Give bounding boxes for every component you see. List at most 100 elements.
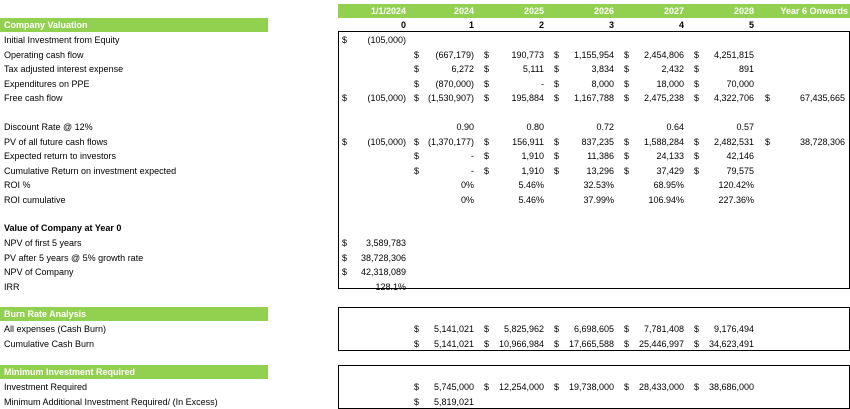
row-label: IRR	[4, 281, 20, 292]
table-cell-value: 38,728,306	[360, 252, 406, 263]
currency-symbol: $	[694, 151, 700, 161]
table-cell-value: 25,446,997	[638, 338, 684, 349]
date-header-cell: 2027	[663, 6, 684, 16]
row-label: Discount Rate @ 12%	[4, 122, 93, 132]
currency-symbol: $	[342, 238, 348, 248]
currency-symbol: $	[414, 382, 420, 392]
currency-symbol: $	[624, 93, 630, 103]
currency-symbol: $	[414, 49, 420, 60]
table-cell-value: 2,482,531	[713, 136, 754, 147]
currency-symbol: $	[624, 49, 630, 60]
currency-symbol: $	[694, 338, 700, 349]
period-header-cell: 4	[678, 20, 684, 30]
date-header-cell: 1/1/2024	[370, 6, 406, 16]
currency-symbol: $	[624, 78, 630, 89]
table-cell-value: (870,000)	[435, 78, 474, 89]
row-label: Cumulative Return on investment expected	[4, 165, 177, 176]
row-label: ROI cumulative	[4, 194, 66, 205]
currency-symbol: $	[554, 338, 560, 349]
row-label: Cumulative Cash Burn	[4, 338, 95, 349]
currency-symbol: $	[624, 338, 630, 349]
currency-symbol: $	[484, 93, 490, 103]
table-cell-value: 1,588,284	[643, 136, 684, 147]
currency-symbol: $	[414, 93, 420, 103]
table-cell-value: 42,318,089	[360, 267, 406, 277]
table-cell-value: 13,296	[586, 165, 614, 176]
row-label: PV after 5 years @ 5% growth rate	[4, 252, 144, 263]
row-label: NPV of first 5 years	[4, 238, 82, 248]
row-label: Free cash flow	[4, 93, 63, 103]
currency-symbol: $	[484, 64, 490, 74]
currency-symbol: $	[624, 324, 630, 334]
table-cell-value: 4,251,815	[713, 49, 754, 60]
table-cell-value: 79,575	[726, 165, 754, 176]
table-cell-value: 24,133	[656, 151, 684, 161]
currency-symbol: $	[414, 151, 420, 161]
currency-symbol: $	[484, 165, 490, 176]
currency-symbol: $	[484, 338, 490, 349]
row-label: Operating cash flow	[4, 49, 84, 60]
table-cell-value: 2,475,238	[643, 93, 684, 103]
table-cell-value: 891	[738, 64, 754, 74]
table-cell-value: -	[471, 151, 474, 161]
table-cell-value: 0.80	[526, 122, 544, 132]
table-cell-value: 3,589,783	[365, 238, 406, 248]
table-cell-value: 190,773	[511, 49, 544, 60]
row-label: NPV of Company	[4, 267, 74, 277]
table-cell-value: 6,698,605	[573, 324, 614, 334]
table-cell-value: 195,884	[511, 93, 544, 103]
currency-symbol: $	[554, 136, 560, 147]
currency-symbol: $	[414, 78, 420, 89]
section-header-valuation: Company Valuation	[4, 20, 88, 30]
table-cell-value: 5.46%	[518, 180, 544, 190]
row-label: Tax adjusted interest expense	[4, 64, 124, 74]
table-cell-value: 5,819,021	[433, 396, 474, 407]
table-cell-value: 42,146	[726, 151, 754, 161]
table-cell-value: 1,910	[521, 165, 544, 176]
row-label: Initial Investment from Equity	[4, 35, 120, 45]
currency-symbol: $	[765, 93, 771, 103]
section-header-value-at-zero: Value of Company at Year 0	[4, 223, 122, 233]
table-cell-value: 17,665,588	[568, 338, 614, 349]
table-cell-value: 8,000	[591, 78, 614, 89]
period-header-cell: 3	[608, 20, 614, 30]
table-cell-value: 11,386	[587, 151, 614, 161]
currency-symbol: $	[484, 382, 490, 392]
table-cell-value: 10,966,984	[498, 338, 544, 349]
table-cell-value: 1,155,954	[573, 49, 614, 60]
table-cell-value: 70,000	[726, 78, 754, 89]
date-header-cell: Year 6 Onwards	[780, 6, 848, 16]
currency-symbol: $	[765, 136, 771, 147]
currency-symbol: $	[624, 151, 630, 161]
currency-symbol: $	[342, 93, 348, 103]
currency-symbol: $	[554, 64, 560, 74]
section-header-burn: Burn Rate Analysis	[4, 309, 87, 319]
table-cell-value: 28,433,000	[638, 382, 684, 392]
table-cell-value: 38,686,000	[708, 382, 754, 392]
currency-symbol: $	[624, 64, 630, 74]
section-header-burn-bar	[0, 307, 268, 321]
table-cell-value: 18,000	[656, 78, 684, 89]
table-cell-value: -	[541, 78, 544, 89]
table-cell-value: 0.72	[596, 122, 614, 132]
table-cell-value: 7,781,408	[643, 324, 684, 334]
row-label: Expected return to investors	[4, 151, 117, 161]
table-cell-value: 6,272	[451, 64, 474, 74]
currency-symbol: $	[484, 151, 490, 161]
table-cell-value: 2,432	[661, 64, 684, 74]
currency-symbol: $	[694, 93, 700, 103]
table-cell-value: 5,825,962	[503, 324, 544, 334]
date-header-cell: 2028	[733, 6, 754, 16]
table-cell-value: (667,179)	[435, 49, 474, 60]
table-cell-value: 9,176,494	[713, 324, 754, 334]
table-cell-value: 67,435,665	[799, 93, 845, 103]
currency-symbol: $	[484, 136, 490, 147]
table-cell-value: 12,254,000	[498, 382, 544, 392]
table-cell-value: (105,000)	[367, 35, 406, 45]
currency-symbol: $	[694, 136, 700, 147]
period-header-cell: 2	[538, 20, 544, 30]
currency-symbol: $	[694, 165, 700, 176]
table-cell-value: 32.53%	[583, 180, 614, 190]
currency-symbol: $	[694, 78, 700, 89]
currency-symbol: $	[624, 382, 630, 392]
